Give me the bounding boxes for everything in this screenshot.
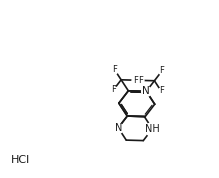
Text: F: F bbox=[133, 76, 138, 85]
Text: HCl: HCl bbox=[11, 155, 30, 165]
Text: F: F bbox=[159, 87, 164, 95]
Text: N: N bbox=[142, 86, 150, 96]
Text: N: N bbox=[115, 123, 122, 133]
Text: F: F bbox=[112, 65, 117, 74]
Text: NH: NH bbox=[145, 124, 160, 134]
Text: F: F bbox=[159, 66, 164, 75]
Text: F: F bbox=[138, 76, 143, 85]
Text: F: F bbox=[111, 85, 116, 94]
